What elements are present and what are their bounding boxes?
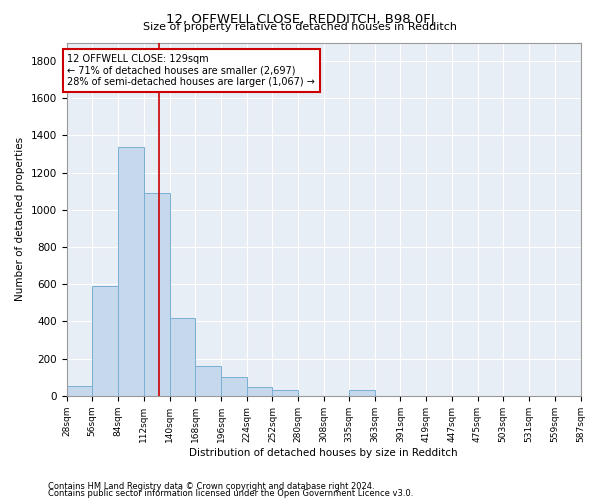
Y-axis label: Number of detached properties: Number of detached properties (15, 137, 25, 301)
Bar (349, 390, 374, 396)
Bar (195, 366, 221, 396)
Text: Contains HM Land Registry data © Crown copyright and database right 2024.: Contains HM Land Registry data © Crown c… (48, 482, 374, 491)
X-axis label: Distribution of detached houses by size in Redditch: Distribution of detached houses by size … (189, 448, 458, 458)
Text: 12, OFFWELL CLOSE, REDDITCH, B98 0FJ: 12, OFFWELL CLOSE, REDDITCH, B98 0FJ (166, 12, 434, 26)
Text: Size of property relative to detached houses in Redditch: Size of property relative to detached ho… (143, 22, 457, 32)
Bar (144, 193, 170, 396)
Bar (221, 378, 247, 396)
Bar (118, 146, 144, 396)
Bar (67, 386, 92, 396)
Bar (272, 390, 298, 396)
Text: Contains public sector information licensed under the Open Government Licence v3: Contains public sector information licen… (48, 490, 413, 498)
Bar (92, 286, 118, 396)
Bar (247, 386, 272, 396)
Bar (170, 318, 195, 396)
Text: 12 OFFWELL CLOSE: 129sqm
← 71% of detached houses are smaller (2,697)
28% of sem: 12 OFFWELL CLOSE: 129sqm ← 71% of detach… (67, 54, 316, 87)
